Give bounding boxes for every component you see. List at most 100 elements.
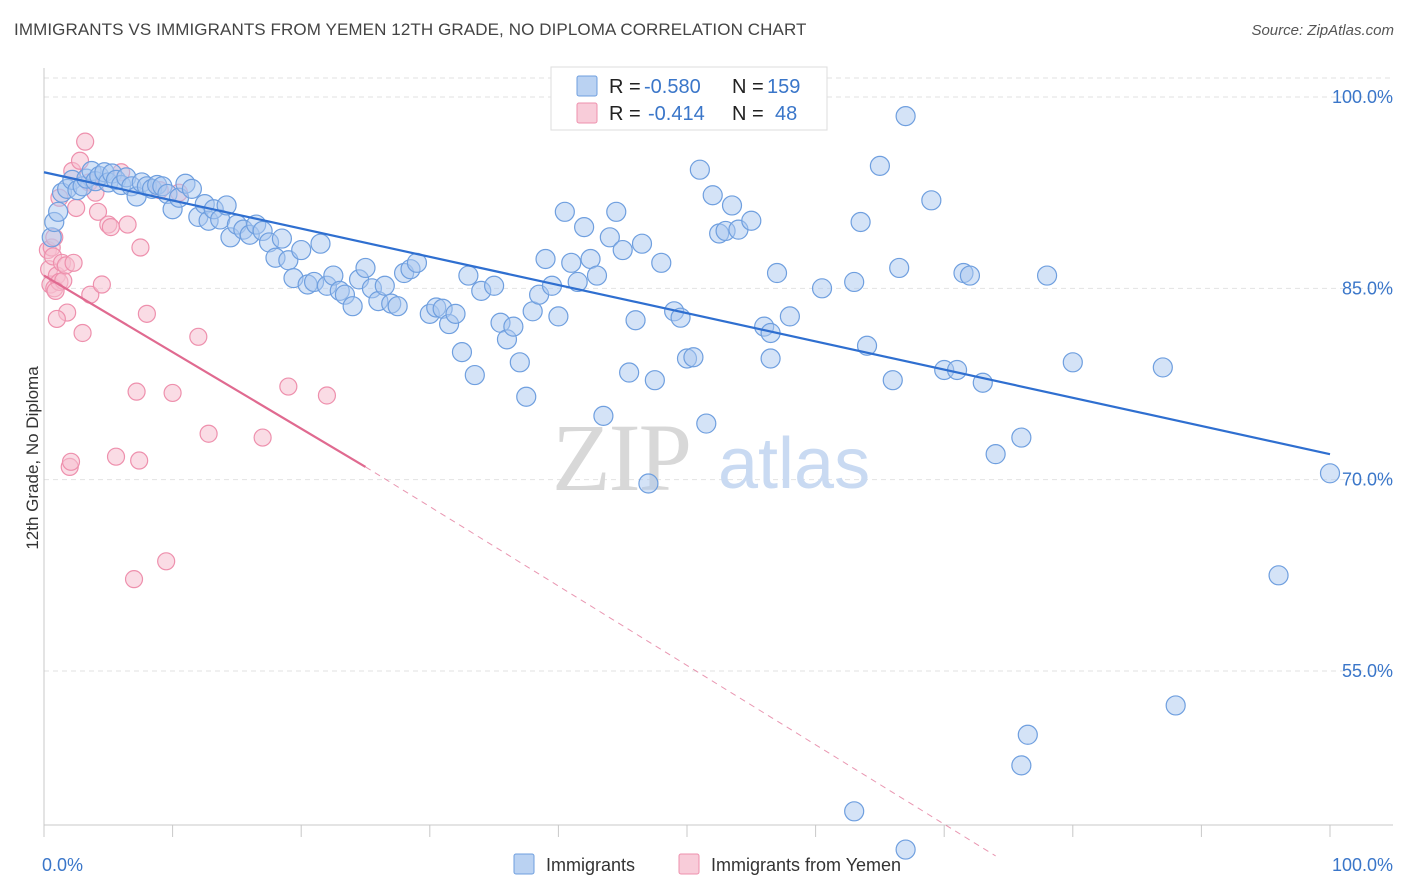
axes — [43, 68, 1393, 837]
yemen-point — [106, 447, 126, 466]
immigrants-point — [593, 405, 614, 426]
immigrants-point — [554, 201, 575, 222]
chart-title: IMMIGRANTS VS IMMIGRANTS FROM YEMEN 12TH… — [14, 20, 807, 39]
legend-label-immigrants: Immigrants — [546, 855, 635, 875]
yemen-point — [88, 202, 108, 221]
immigrants-point — [612, 239, 633, 261]
immigrants-point — [856, 335, 878, 356]
legend-top-n-value-1: 48 — [775, 103, 797, 125]
immigrants-point — [561, 252, 582, 273]
trend-line-yemen-extension — [365, 466, 996, 857]
series-immigrants-points — [41, 86, 1341, 860]
yemen-point — [130, 451, 149, 470]
immigrants-point — [895, 839, 916, 860]
immigrants-point — [271, 228, 293, 249]
immigrants-point — [811, 278, 833, 299]
immigrants-point — [895, 106, 916, 127]
immigrants-point — [760, 348, 781, 369]
legend-top-r-value-0: -0.580 — [644, 76, 701, 98]
immigrants-point — [606, 201, 627, 222]
immigrants-point — [959, 265, 981, 286]
yemen-point — [127, 382, 146, 401]
immigrants-point — [850, 211, 871, 233]
immigrants-point — [1011, 427, 1032, 448]
yemen-point — [124, 570, 144, 589]
immigrants-point — [696, 413, 717, 434]
immigrants-point — [869, 155, 891, 176]
immigrants-point — [291, 239, 312, 261]
immigrants-point — [721, 195, 743, 216]
yemen-point — [64, 253, 83, 272]
y-tick-label: 85.0% — [1342, 278, 1393, 298]
yemen-point — [189, 327, 208, 346]
legend-top-swatch-immigrants — [576, 75, 598, 97]
x-tick-label-max: 100.0% — [1332, 855, 1393, 875]
immigrants-point — [1017, 724, 1038, 745]
yemen-point — [137, 304, 156, 323]
immigrants-point — [766, 262, 788, 284]
source-credit: Source: ZipAtlas.com — [1251, 22, 1394, 39]
legend-top-n-label-1: N = — [732, 103, 764, 125]
immigrants-point — [355, 257, 376, 279]
yemen-point — [279, 377, 298, 396]
grid-lines — [44, 77, 1393, 672]
immigrants-point — [567, 271, 588, 293]
immigrants-point — [599, 227, 620, 248]
yemen-point — [163, 383, 182, 403]
yemen-point — [253, 428, 272, 447]
immigrants-point — [548, 306, 569, 327]
immigrants-point — [1268, 565, 1289, 586]
watermark-zip: ZIP — [552, 404, 690, 511]
tick-labels: 55.0% 70.0% 85.0% 100.0% 0.0% 100.0% — [42, 87, 1393, 875]
legend-top-r-label-0: R = — [609, 76, 641, 98]
immigrants-point — [921, 190, 942, 211]
legend-top-r-label-1: R = — [609, 103, 641, 125]
legend-top-r-value-1: -0.414 — [648, 103, 705, 125]
yemen-point — [157, 552, 176, 571]
immigrants-point — [702, 185, 723, 206]
immigrants-point — [484, 275, 505, 296]
immigrants-point — [387, 296, 408, 317]
yemen-point — [101, 218, 120, 237]
y-tick-label: 100.0% — [1332, 87, 1393, 107]
immigrants-point — [1036, 265, 1058, 286]
immigrants-point — [445, 303, 466, 324]
immigrants-point — [509, 352, 530, 373]
legend-top-n-value-0: 159 — [767, 76, 800, 98]
legend-swatch-immigrants — [513, 853, 535, 875]
yemen-point — [92, 275, 111, 294]
immigrants-point — [683, 347, 704, 368]
legend-bottom: Immigrants Immigrants from Yemen — [513, 853, 901, 875]
y-axis-title: 12th Grade, No Diploma — [23, 366, 42, 550]
immigrants-point — [644, 370, 665, 391]
trend-line-immigrants — [43, 171, 1331, 456]
yemen-point — [199, 424, 218, 443]
immigrants-point — [342, 296, 363, 317]
immigrants-point — [1319, 463, 1341, 484]
immigrants-point — [779, 306, 800, 327]
yemen-point — [118, 215, 137, 234]
immigrants-point — [310, 233, 331, 254]
immigrants-point — [625, 310, 646, 331]
immigrants-point — [451, 342, 473, 363]
immigrants-point — [844, 801, 865, 822]
legend-top-swatch-yemen — [576, 102, 598, 124]
immigrants-point — [741, 210, 762, 231]
yemen-point — [47, 309, 66, 329]
immigrants-point — [638, 473, 659, 494]
immigrants-point — [1011, 755, 1032, 776]
yemen-point — [67, 198, 86, 218]
immigrants-point — [844, 271, 865, 293]
immigrants-point — [374, 275, 395, 296]
yemen-point — [131, 238, 150, 257]
yemen-point — [317, 386, 337, 405]
yemen-point — [73, 323, 92, 343]
immigrants-point — [1152, 357, 1173, 378]
immigrants-point — [1165, 695, 1186, 716]
immigrants-point — [619, 362, 640, 383]
immigrants-point — [631, 233, 653, 254]
trend-lines — [43, 171, 1331, 857]
immigrants-point — [1062, 352, 1083, 373]
trend-line-yemen — [43, 274, 367, 468]
